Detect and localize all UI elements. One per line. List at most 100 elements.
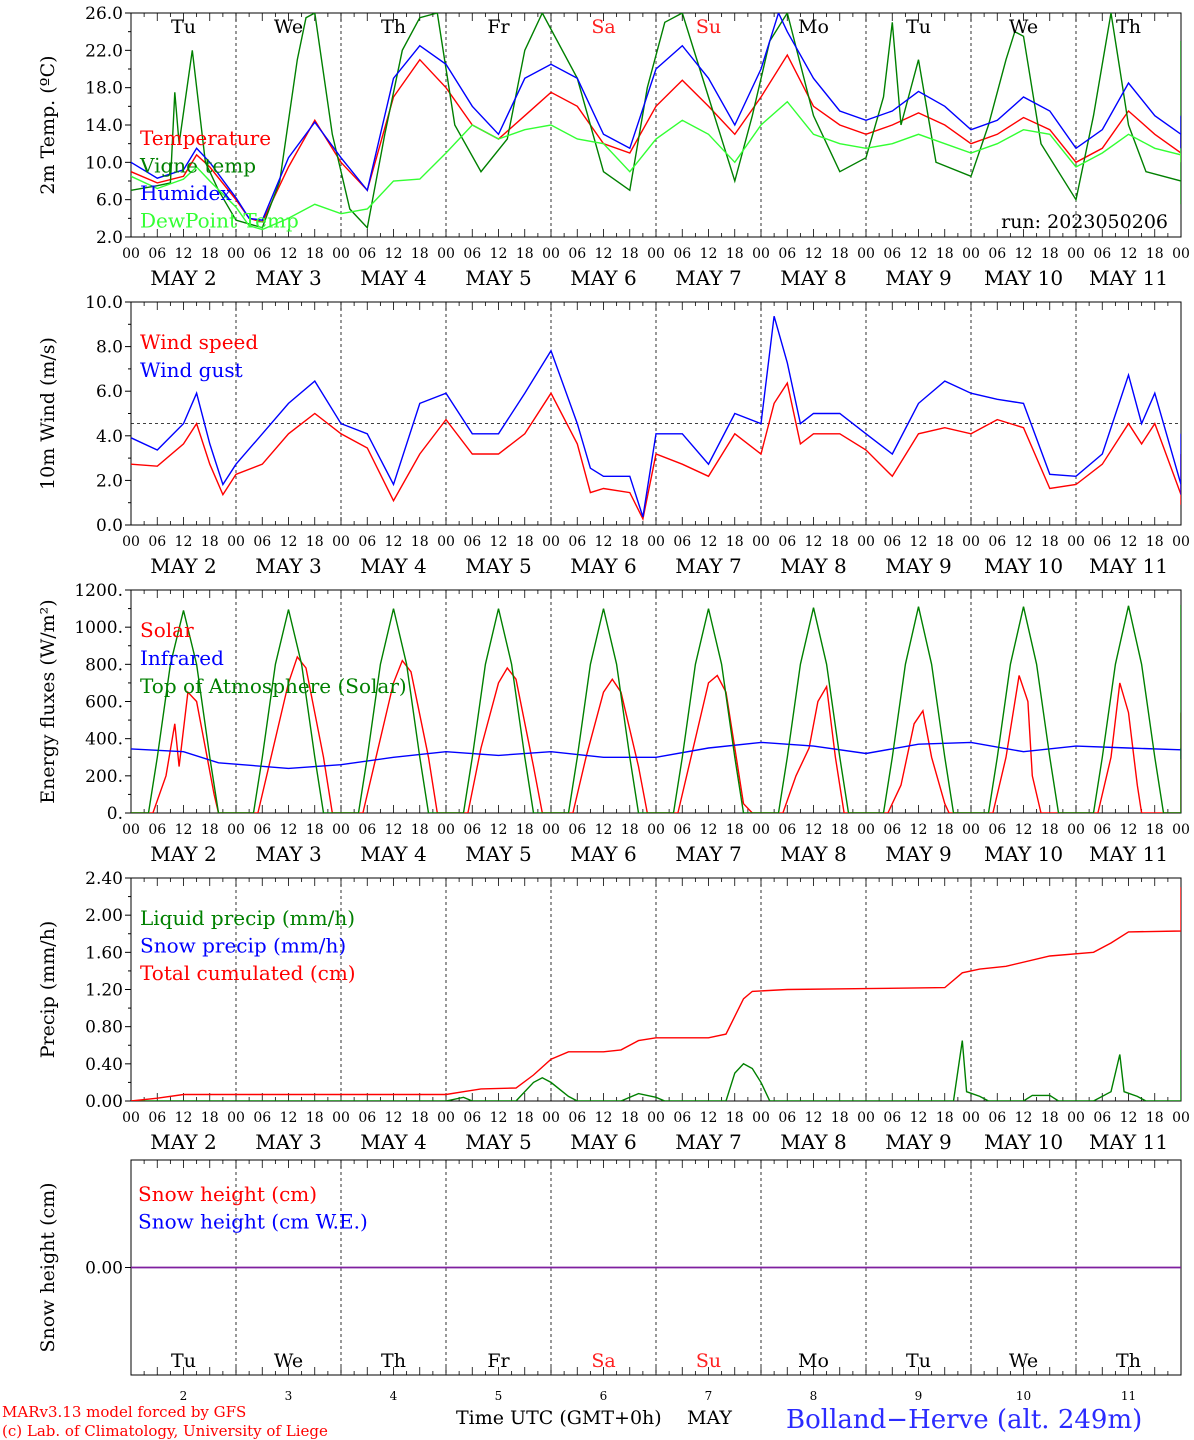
x-hour-label: 00 <box>647 822 665 838</box>
x-hour-label: 18 <box>621 246 639 262</box>
y-tick-label: 8.0 <box>96 338 123 358</box>
legend-entry: Total cumulated (cm) <box>140 961 356 985</box>
x-hour-label: 06 <box>1093 1110 1111 1126</box>
x-hour-label: 06 <box>148 1110 166 1126</box>
x-hour-label: 12 <box>700 1110 718 1126</box>
y-axis-title: 2m Temp. (ºC) <box>37 55 59 194</box>
y-tick-label: 0.00 <box>85 1092 123 1112</box>
x-hour-label: 18 <box>516 822 534 838</box>
series-line-vigne-temp <box>131 13 1181 230</box>
x-hour-label: 06 <box>568 246 586 262</box>
x-hour-label: 06 <box>988 1110 1006 1126</box>
x-hour-label: 18 <box>201 534 219 550</box>
x-hour-label: 18 <box>1041 822 1059 838</box>
x-hour-label: 18 <box>831 246 849 262</box>
x-hour-label: 18 <box>1041 534 1059 550</box>
x-hour-label: 00 <box>647 534 665 550</box>
x-date-label: MAY 10 <box>984 1130 1063 1154</box>
plot-frame <box>130 301 1182 526</box>
x-hour-label: 12 <box>280 1110 298 1126</box>
weekday-label: Mo <box>798 1350 829 1372</box>
x-hour-label: 06 <box>673 1110 691 1126</box>
x-hour-label: 18 <box>1041 246 1059 262</box>
credit-line-1: MARv3.13 model forced by GFS <box>2 1403 246 1421</box>
x-date-label: MAY 2 <box>150 1130 216 1154</box>
x-hour-label: 12 <box>1015 246 1033 262</box>
x-hour-label: 00 <box>752 1110 770 1126</box>
x-date-label: MAY 7 <box>675 554 741 578</box>
x-date-label: MAY 3 <box>255 842 321 866</box>
x-date-label: MAY 9 <box>885 266 951 290</box>
x-hour-label: 06 <box>253 246 271 262</box>
station-name: Bolland−Herve (alt. 249m) <box>786 1405 1142 1435</box>
x-hour-label: 18 <box>936 534 954 550</box>
x-hour-label: 18 <box>516 1110 534 1126</box>
weekday-label: Fr <box>487 1350 510 1372</box>
x-hour-label: 12 <box>175 534 193 550</box>
x-hour-label: 00 <box>122 534 140 550</box>
y-tick-label: 0.00 <box>85 1259 123 1279</box>
x-hour-label: 06 <box>778 246 796 262</box>
y-tick-label: 400. <box>85 730 123 750</box>
y-tick-label: 1000. <box>74 618 123 638</box>
x-hour-label: 12 <box>595 246 613 262</box>
x-hour-label: 18 <box>411 822 429 838</box>
x-hour-label: 00 <box>857 822 875 838</box>
x-hour-label: 12 <box>175 1110 193 1126</box>
x-hour-label: 00 <box>437 246 455 262</box>
x-date-label: MAY 2 <box>150 554 216 578</box>
x-day-number: 11 <box>1121 1389 1136 1403</box>
x-hour-label: 18 <box>1146 1110 1164 1126</box>
x-hour-label: 00 <box>122 246 140 262</box>
x-hour-label: 00 <box>227 246 245 262</box>
series-line-top-of-atmosphere-solar <box>131 604 1181 813</box>
x-hour-label: 18 <box>411 534 429 550</box>
y-tick-label: 26.0 <box>85 4 123 24</box>
x-hour-label: 18 <box>201 822 219 838</box>
weekday-label: We <box>1009 16 1038 38</box>
weekday-label: Su <box>696 1350 721 1372</box>
x-hour-label: 12 <box>1120 822 1138 838</box>
weekday-label: Th <box>381 16 406 38</box>
x-date-label: MAY 7 <box>675 266 741 290</box>
x-day-number: 7 <box>705 1389 713 1403</box>
x-hour-label: 18 <box>1146 822 1164 838</box>
x-hour-label: 18 <box>201 246 219 262</box>
x-hour-label: 00 <box>962 246 980 262</box>
x-hour-label: 06 <box>358 246 376 262</box>
weekday-label: Sa <box>591 16 615 38</box>
y-tick-label: 2.00 <box>85 906 123 926</box>
x-hour-label: 18 <box>726 246 744 262</box>
y-tick-label: 2.40 <box>85 869 123 889</box>
legend-entry: DewPoint Temp <box>140 209 299 233</box>
legend-entry: Vigne temp <box>139 154 256 178</box>
x-hour-label: 06 <box>148 246 166 262</box>
x-hour-label: 00 <box>332 1110 350 1126</box>
x-hour-label: 06 <box>673 534 691 550</box>
y-tick-label: 0.40 <box>85 1055 123 1075</box>
x-hour-label: 06 <box>358 534 376 550</box>
weekday-label: Sa <box>591 1350 615 1372</box>
x-hour-label: 06 <box>568 534 586 550</box>
series-line-humidex <box>131 13 1181 221</box>
y-tick-label: 10.0 <box>85 293 123 313</box>
x-hour-label: 18 <box>831 822 849 838</box>
x-hour-label: 12 <box>1015 1110 1033 1126</box>
series-line-solar <box>131 655 1181 813</box>
y-tick-label: 2.0 <box>96 228 123 248</box>
x-hour-label: 00 <box>962 534 980 550</box>
y-tick-label: 0. <box>107 804 123 824</box>
x-hour-label: 00 <box>1172 246 1190 262</box>
x-hour-label: 18 <box>936 822 954 838</box>
x-hour-label: 18 <box>411 246 429 262</box>
x-hour-label: 12 <box>490 822 508 838</box>
series-line-total-cumulated-cm <box>131 887 1181 1101</box>
y-tick-label: 1.60 <box>85 943 123 963</box>
x-date-label: MAY 10 <box>984 842 1063 866</box>
x-hour-label: 00 <box>857 1110 875 1126</box>
panel-temperature: 2.0 6.0 10.0 14.0 18.0 22.0 26.0 2m Temp. (ºC) T… <box>37 4 1190 290</box>
x-hour-label: 18 <box>726 534 744 550</box>
x-hour-label: 06 <box>463 822 481 838</box>
x-hour-label: 18 <box>726 1110 744 1126</box>
x-hour-label: 06 <box>988 534 1006 550</box>
